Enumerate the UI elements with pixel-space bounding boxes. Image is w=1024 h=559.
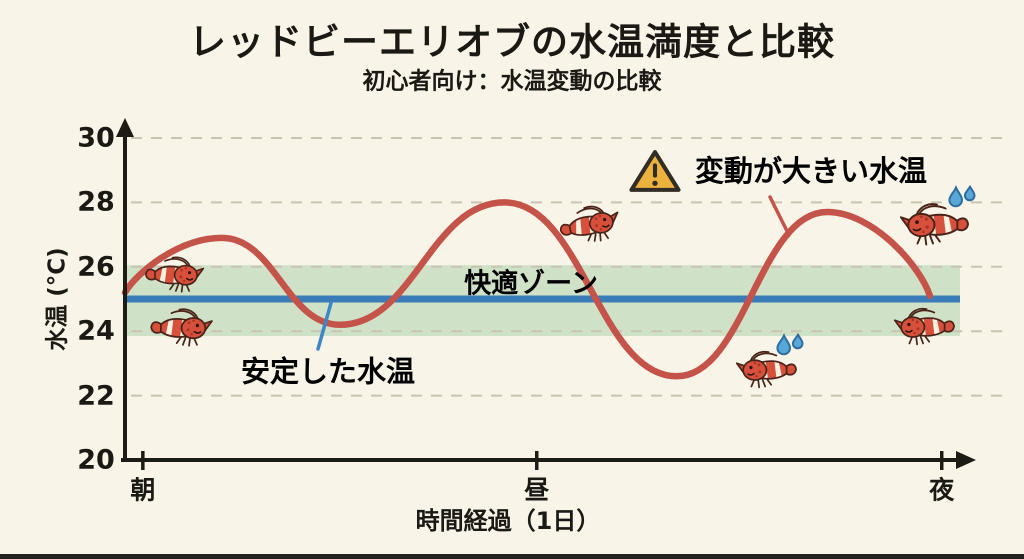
stable-temperature-label: 安定した水温: [240, 354, 416, 389]
y-tick-label: 20: [77, 444, 115, 476]
shrimp-happy-lower-left: [150, 307, 214, 355]
fluctuating-callout-line: [768, 195, 791, 237]
y-tick-label: 24: [77, 315, 115, 347]
y-axis-label: 水温 (°C): [44, 247, 71, 351]
sweat-drops-icon: [948, 185, 976, 208]
shrimp-icon: [560, 205, 619, 243]
y-axis-arrow-icon: [116, 118, 134, 137]
shrimp-on-warm-peak: [556, 199, 626, 258]
fluctuating-annotation: 変動が大きい水温: [627, 148, 927, 195]
fluctuating-temperature-curve: [121, 199, 934, 380]
shrimp-stressed-trough: [735, 333, 804, 397]
comfort-zone-label: 快適ゾーン: [464, 268, 598, 300]
fluctuating-temperature-label: 変動が大きい水温: [695, 154, 928, 188]
y-tick-label: 22: [77, 380, 115, 412]
page-title: レッドビーエリオブの水温満度と比較: [189, 20, 835, 64]
shrimp-icon: [150, 308, 213, 347]
x-axis-label: 時間経過（1日）: [415, 507, 601, 535]
shrimp-icon: [893, 307, 955, 345]
page-subtitle: 初心者向け：水温変動の比較: [362, 68, 662, 95]
shrimp-icon: [145, 256, 205, 293]
y-tick-label: 28: [77, 186, 115, 218]
shrimp-icon: [735, 350, 797, 389]
sweat-drops-icon: [776, 333, 804, 356]
shrimp-icon: [900, 203, 970, 246]
bottom-edge-bar: [0, 554, 1024, 559]
y-tick-label: 30: [77, 122, 115, 154]
shrimp-happy-lower-right: [893, 306, 955, 353]
stable-callout-line: [316, 301, 333, 351]
shrimp-stressed-top-right: [899, 185, 976, 255]
shrimp-happy-upper-left: [145, 255, 205, 301]
x-tick-label: 昼: [524, 475, 550, 505]
x-tick-label: 朝: [130, 475, 156, 505]
x-axis-arrow-icon: [956, 451, 976, 469]
y-tick-label: 26: [77, 251, 115, 283]
warning-triangle-icon: [629, 150, 681, 192]
x-tick-label: 夜: [929, 475, 955, 505]
